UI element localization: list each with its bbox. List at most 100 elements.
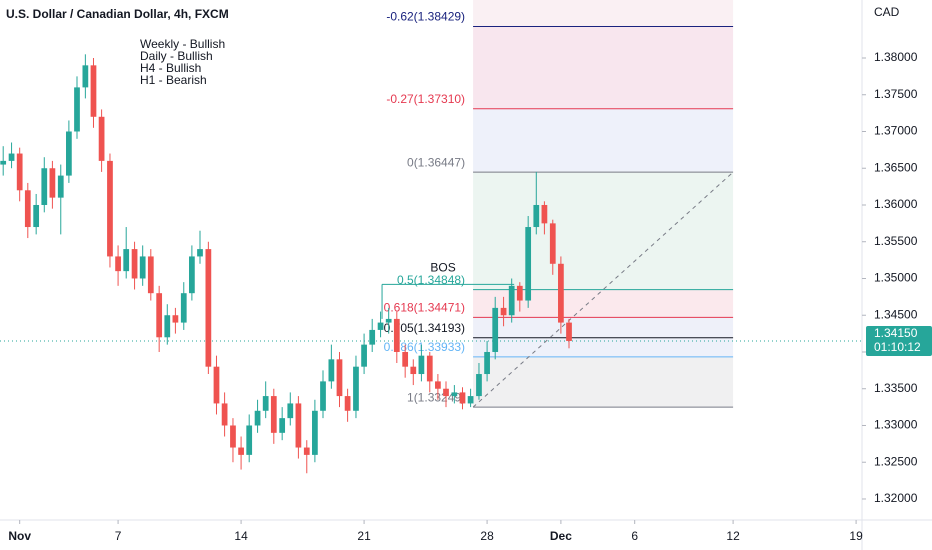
- candle-body: [213, 366, 220, 404]
- candle-body: [41, 168, 48, 205]
- y-tick-label: 1.37500: [874, 87, 918, 101]
- candle-body: [66, 131, 72, 176]
- note: H1 - Bearish: [140, 73, 207, 87]
- candle-body: [377, 322, 384, 330]
- x-tick-label: 12: [726, 529, 740, 543]
- note: Daily - Bullish: [140, 49, 213, 63]
- candle-body: [312, 410, 318, 455]
- candle-body: [107, 160, 113, 257]
- candle-body: [98, 116, 105, 161]
- y-tick-label: 1.32000: [874, 491, 918, 505]
- y-tick-label: 1.36000: [874, 197, 918, 211]
- candle-body: [320, 381, 326, 411]
- note: H4 - Bullish: [140, 61, 201, 75]
- candle-body: [525, 227, 532, 301]
- candle-body: [336, 359, 343, 397]
- bos-label: BOS: [430, 261, 455, 275]
- candle-body: [426, 355, 433, 382]
- candle-body: [549, 223, 556, 264]
- candle-body: [0, 160, 7, 165]
- candle-body: [328, 359, 335, 382]
- y-tick-label: 1.38000: [874, 50, 918, 64]
- candle-body: [492, 307, 499, 352]
- candle-body: [361, 344, 367, 367]
- fib-band: [473, 26, 734, 109]
- axis-label-bg: [863, 0, 932, 26]
- fib-band: [473, 337, 734, 357]
- candle-body: [270, 396, 277, 433]
- y-tick-label: 1.34500: [874, 307, 918, 321]
- candle-body: [369, 329, 376, 345]
- countdown: 01:10:12: [874, 340, 921, 354]
- candle-body: [8, 153, 15, 161]
- candle-body: [279, 418, 286, 433]
- candle-body: [246, 425, 253, 455]
- candle-body: [254, 410, 261, 426]
- candle-body: [90, 65, 97, 117]
- candle-body: [303, 447, 310, 455]
- x-tick-label: 6: [631, 529, 638, 543]
- y-tick-label: 1.33500: [874, 381, 918, 395]
- last-price-box: [866, 325, 932, 356]
- candle-body: [131, 249, 138, 279]
- y-tick-label: 1.33000: [874, 418, 918, 432]
- candle-body: [205, 249, 212, 367]
- fib-band: [473, 317, 734, 338]
- fib-label: 0.5(1.34848): [397, 273, 465, 287]
- candle-body: [16, 153, 23, 191]
- fib-label: 0(1.36447): [407, 155, 465, 169]
- y-tick-label: 1.36500: [874, 160, 918, 174]
- fib-band: [473, 289, 734, 318]
- x-tick-label: 28: [480, 529, 494, 543]
- candle-body: [484, 351, 490, 375]
- candle-body: [541, 204, 548, 224]
- candle-body: [147, 256, 154, 294]
- y-tick-label: 1.32500: [874, 454, 918, 468]
- fib-label: -0.27(1.37310): [386, 92, 465, 106]
- candle-body: [24, 190, 31, 228]
- x-tick-label: 7: [115, 529, 122, 543]
- fib-trend: [472, 171, 734, 408]
- candle-body: [139, 256, 146, 279]
- fib-band: [473, 108, 734, 173]
- candle-body: [82, 65, 89, 88]
- candle-body: [49, 168, 56, 198]
- candle-body: [443, 388, 449, 397]
- candle-body: [410, 366, 417, 375]
- candle-body: [172, 315, 179, 323]
- candle-body: [230, 425, 236, 448]
- candle-body: [459, 392, 466, 404]
- candle-body: [402, 351, 409, 367]
- x-tick-label: Dec: [550, 529, 572, 543]
- y-tick-label: 1.35500: [874, 234, 918, 248]
- y-tick-label: 1.35000: [874, 271, 918, 285]
- candle-body: [508, 285, 515, 316]
- fib-band: [473, 0, 734, 27]
- candle-body: [385, 318, 392, 323]
- candle-body: [164, 315, 171, 338]
- candle-body: [180, 293, 187, 323]
- y-tick-label: 1.37000: [874, 124, 918, 138]
- candle-body: [451, 392, 458, 397]
- candle-body: [418, 355, 425, 375]
- candle-body: [238, 447, 244, 455]
- candle-body: [156, 293, 163, 338]
- candle-body: [74, 87, 80, 132]
- candle-body: [566, 322, 572, 341]
- x-tick-label: Nov: [8, 529, 31, 543]
- candle-body: [467, 396, 474, 404]
- candle-body: [33, 204, 40, 228]
- fib-label: 1(1.33249): [407, 390, 465, 404]
- candle-body: [189, 256, 195, 294]
- candle-body: [393, 318, 400, 352]
- y-axis-label: CAD: [874, 5, 900, 19]
- candle-body: [476, 374, 482, 397]
- fib-label: 0.786(1.33933): [384, 340, 465, 354]
- candle-body: [57, 175, 64, 198]
- candle-body: [516, 285, 523, 301]
- last-price-label: 1.34150: [874, 326, 918, 340]
- x-tick-label: 21: [357, 529, 371, 543]
- candle-body: [197, 249, 203, 257]
- fib-band: [473, 356, 734, 408]
